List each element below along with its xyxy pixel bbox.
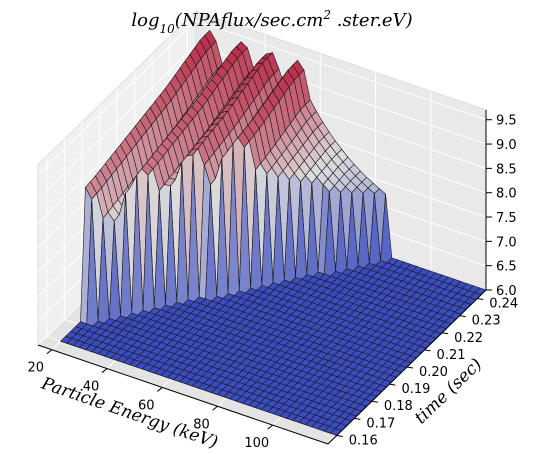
surface-mesh — [60, 29, 487, 436]
x-tick-label: 100 — [244, 436, 269, 451]
y-tick-label: 0.18 — [384, 399, 413, 414]
z-tick-label: 7.5 — [496, 211, 517, 226]
chart-title: log10(NPAflux/sec.cm2 .ster.eV) — [131, 8, 412, 36]
y-tick-mark — [424, 349, 431, 352]
y-tick-mark — [406, 366, 414, 369]
y-tick-label: 0.19 — [401, 382, 430, 397]
y-tick-label: 0.21 — [437, 348, 466, 363]
x-tick-label: 20 — [28, 361, 45, 376]
tick-labels: 20 40 60 80 100 0.16 0.17 0.18 0.19 0.20 0.21 0.22 0… — [28, 114, 519, 451]
x-tick-mark — [46, 349, 53, 355]
grid-line-z — [37, 44, 487, 200]
y-tick-label: 0.22 — [454, 331, 483, 346]
y-tick-mark — [371, 400, 378, 403]
z-tick-label: 7.0 — [496, 235, 517, 250]
y-tick-label: 0.23 — [472, 314, 501, 329]
y-tick-mark — [354, 417, 361, 420]
x-tick-mark — [156, 387, 163, 392]
z-tick-label: 8.0 — [496, 187, 517, 202]
x-tick-mark — [267, 424, 274, 430]
y-tick-label: 0.17 — [366, 416, 395, 431]
axes-lines — [37, 110, 492, 445]
y-tick-label: 0.20 — [419, 365, 448, 380]
y-tick-mark — [336, 434, 343, 437]
x-tick-mark — [101, 368, 108, 373]
y-tick-label: 0.16 — [349, 433, 378, 448]
y-tick-label: 0.24 — [489, 297, 518, 312]
x-tick-label: 40 — [83, 380, 100, 395]
x-tick-label: 60 — [138, 398, 155, 413]
x-tick-label: 80 — [193, 417, 210, 432]
y-tick-mark — [459, 315, 466, 318]
z-tick-label: 6.5 — [496, 260, 517, 275]
y-tick-mark — [442, 332, 449, 335]
y-tick-mark — [477, 298, 484, 301]
z-tick-label: 9.5 — [496, 114, 517, 129]
grid-line-z — [37, 20, 487, 176]
x-tick-mark — [212, 405, 218, 411]
y-tick-mark — [389, 383, 396, 386]
x-axis-line — [37, 344, 329, 445]
z-tick-label: 8.5 — [496, 162, 517, 177]
z-tick-label: 9.0 — [496, 138, 517, 153]
z-tick-label: 6.0 — [496, 284, 517, 299]
